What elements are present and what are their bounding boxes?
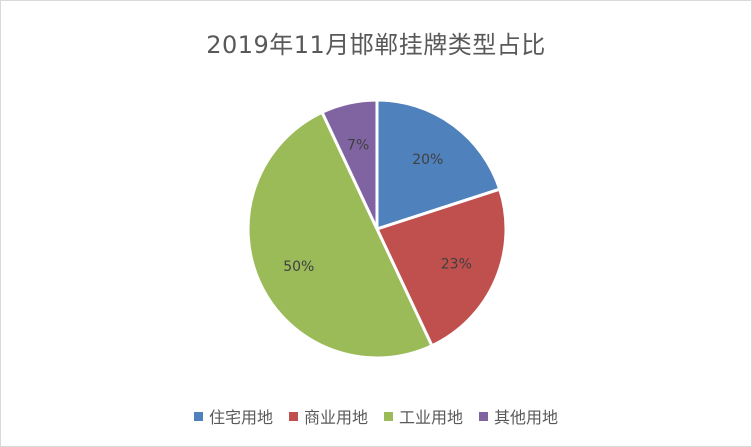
legend: 住宅用地 商业用地 工业用地 其他用地: [1, 404, 751, 428]
legend-swatch-1: [193, 411, 203, 421]
pie-data-labels: 20% 23% 50% 7%: [283, 138, 472, 275]
legend-swatch-4: [479, 411, 489, 421]
pie-slice-1: [375, 98, 502, 232]
pie-plot: 20% 23% 50% 7%: [246, 98, 508, 360]
pie-slice-4: [320, 98, 379, 230]
pie-data-label-3: 50%: [283, 259, 314, 275]
legend-item-4: 其他用地: [479, 404, 558, 428]
chart-title: 2019年11月邯郸挂牌类型占比: [206, 31, 546, 59]
pie-data-label-4: 7%: [347, 138, 369, 154]
legend-item-1: 住宅用地: [193, 404, 273, 428]
legend-item-3: 工业用地: [384, 404, 463, 428]
pie-data-label-1: 20%: [412, 152, 443, 168]
legend-label-3: 工业用地: [399, 408, 464, 427]
legend-label-2: 商业用地: [303, 408, 368, 427]
legend-label-1: 住宅用地: [208, 408, 273, 427]
legend-swatch-2: [288, 411, 298, 421]
pie-slices: [246, 98, 508, 360]
legend-item-2: 商业用地: [288, 404, 368, 428]
pie-slice-3: [246, 110, 434, 360]
legend-swatch-3: [384, 411, 393, 421]
pie-data-label-2: 23%: [441, 256, 472, 272]
legend-label-4: 其他用地: [494, 408, 559, 427]
pie-slice-2: [374, 187, 508, 348]
